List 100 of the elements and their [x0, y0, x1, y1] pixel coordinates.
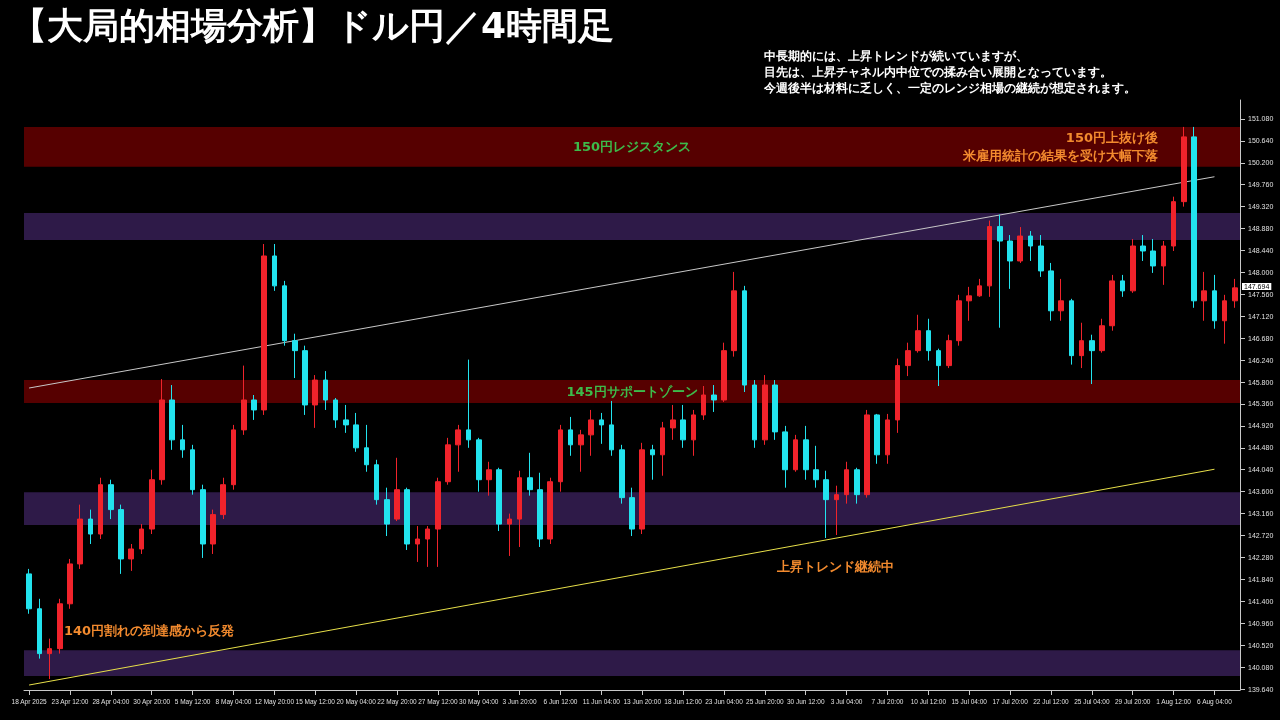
- candlestick: [57, 598, 63, 655]
- candlestick: [1079, 322, 1084, 369]
- candlestick: [1099, 318, 1105, 354]
- candlestick: [527, 452, 533, 497]
- text: 今週後半は材料に乏しく、一定のレンジ相場の継続が想定されます。: [763, 81, 1136, 95]
- candlestick: [1028, 230, 1033, 262]
- candlestick: [1150, 238, 1156, 274]
- candlestick: [997, 214, 1003, 329]
- candlestick: [1161, 240, 1166, 286]
- annotation: 米雇用統計の結果を受け大幅下落: [962, 148, 1159, 163]
- candlestick: [588, 409, 594, 457]
- candlestick: [650, 444, 655, 481]
- candlestick: [425, 525, 430, 568]
- candlestick: [241, 365, 247, 436]
- candlestick: [660, 421, 665, 477]
- candlestick: [670, 404, 676, 441]
- candlestick: [353, 412, 359, 453]
- candlestick: [834, 485, 839, 536]
- candlestick: [261, 243, 267, 416]
- annotation: 上昇トレンド継続中: [776, 559, 894, 574]
- candlestick: [721, 342, 727, 403]
- candlestick: [118, 504, 124, 575]
- candlestick: [619, 444, 625, 505]
- candlestick: [323, 370, 328, 411]
- candlestick: [220, 477, 226, 520]
- band-label: 145円サポートゾーン: [566, 384, 698, 400]
- candlestick: [139, 523, 144, 555]
- candlestick: [946, 334, 952, 369]
- candlestick: [629, 487, 635, 537]
- candlestick: [1058, 278, 1064, 322]
- candlestick: [364, 424, 369, 473]
- candlestick: [507, 513, 512, 557]
- candlestick: [926, 318, 931, 362]
- candlestick: [762, 374, 768, 446]
- candlestick: [578, 429, 584, 473]
- candlestick: [312, 374, 318, 429]
- candlestick: [445, 437, 451, 486]
- candlestick: [394, 457, 400, 522]
- candlestick: [609, 400, 614, 457]
- candlestick: [966, 286, 972, 322]
- candlestick: [108, 479, 114, 520]
- candlestick: [691, 409, 696, 457]
- candlestick: [956, 294, 962, 347]
- candlestick: [1232, 278, 1238, 309]
- candlestick: [77, 504, 83, 570]
- candlestick: [936, 348, 941, 387]
- candlestick: [251, 394, 257, 421]
- candlestick: [742, 285, 747, 393]
- candlestick: [415, 525, 420, 563]
- candlestick: [987, 220, 992, 298]
- candlestick: [701, 385, 706, 421]
- candlestick: [210, 509, 216, 555]
- candlestick: [680, 404, 686, 449]
- candlestick: [1089, 334, 1095, 385]
- candlestick: [844, 461, 849, 505]
- candlestick: [1007, 234, 1013, 290]
- candlestick: [466, 359, 471, 449]
- candlestick: [486, 461, 492, 497]
- candlestick: [915, 314, 921, 354]
- candlestick: [292, 333, 298, 379]
- candlestick: [476, 437, 482, 493]
- candlestick: [169, 384, 175, 451]
- candlestick: [905, 342, 911, 377]
- candlestick: [864, 409, 870, 499]
- candlestick: [128, 543, 134, 572]
- band-label: 150円レジスタンス: [572, 139, 692, 155]
- candlestick: [558, 424, 563, 493]
- candlestick: [885, 413, 890, 465]
- candlestick: [435, 477, 441, 568]
- candlestick: [1191, 126, 1197, 309]
- candlestick: [333, 397, 338, 429]
- candlestick: [1130, 238, 1136, 294]
- candlestick: [813, 445, 819, 489]
- candlestick: [639, 442, 645, 535]
- candlestick: [200, 484, 206, 559]
- candlestick: [599, 412, 604, 445]
- candlestick: [1140, 234, 1146, 262]
- candlestick: [895, 358, 900, 434]
- candlestick: [302, 345, 308, 416]
- candlestick: [190, 444, 195, 496]
- candlestick: [568, 416, 573, 457]
- candlestick: [731, 271, 737, 358]
- annotation: 150円上抜け後: [1065, 130, 1158, 145]
- candlestick: [854, 467, 860, 505]
- candlestick: [37, 598, 42, 660]
- candlestick: [384, 487, 390, 537]
- candlestick: [67, 558, 73, 610]
- candlestick: [711, 384, 717, 413]
- candlestick: [1048, 262, 1054, 322]
- candlestick: [1120, 274, 1125, 298]
- candlestick: [977, 278, 982, 298]
- candlestick: [180, 424, 185, 459]
- candlestick: [272, 243, 277, 292]
- candlestick: [231, 424, 236, 491]
- candlestick: [149, 469, 155, 535]
- candlestick: [455, 424, 461, 473]
- chart-title: 【大局的相場分析】ドル円／4時間足: [11, 4, 615, 46]
- candlestick: [343, 404, 349, 434]
- candlestick: [1109, 274, 1115, 332]
- candlestick: [98, 477, 103, 540]
